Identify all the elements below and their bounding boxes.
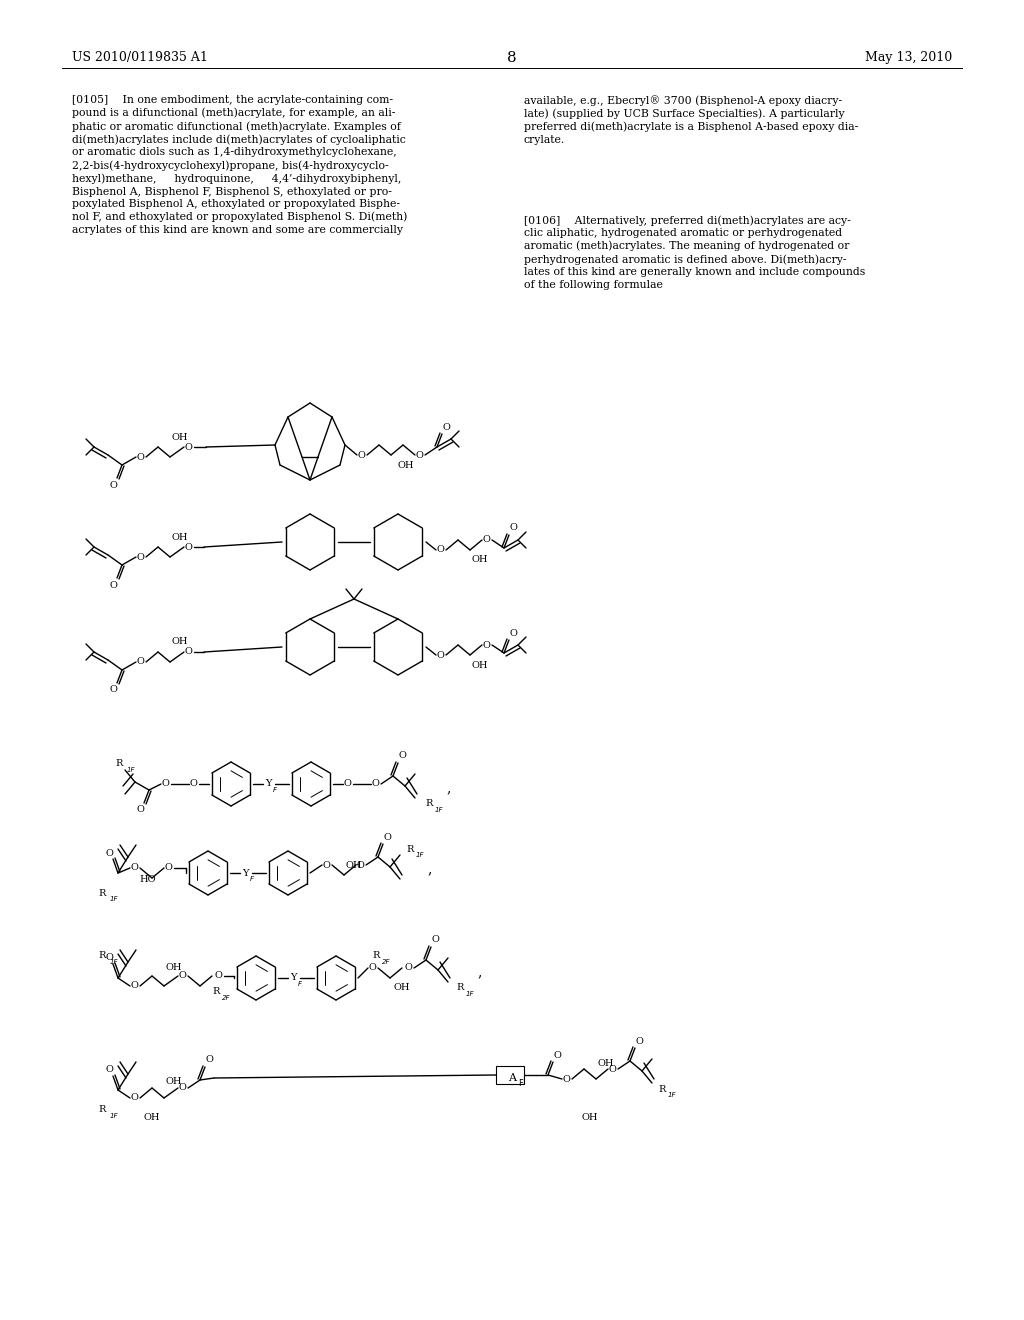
- Text: 1F: 1F: [110, 960, 119, 965]
- Text: O: O: [105, 953, 113, 962]
- Text: OH: OH: [172, 638, 188, 647]
- Text: available, e.g., Ebecryl® 3700 (Bisphenol-A epoxy diacry-
late) (supplied by UCB: available, e.g., Ebecryl® 3700 (Bispheno…: [524, 95, 858, 145]
- Text: O: O: [178, 972, 186, 981]
- Text: F: F: [250, 876, 254, 882]
- Text: ,: ,: [446, 781, 452, 795]
- Text: O: O: [205, 1056, 213, 1064]
- Text: O: O: [105, 849, 113, 858]
- Text: O: O: [110, 581, 117, 590]
- Text: O: O: [371, 780, 379, 788]
- Text: O: O: [136, 805, 144, 814]
- Text: 1F: 1F: [466, 991, 474, 997]
- Text: O: O: [509, 524, 517, 532]
- Text: OH: OH: [172, 532, 188, 541]
- Text: O: O: [184, 442, 191, 451]
- Text: O: O: [404, 964, 412, 973]
- Text: O: O: [343, 780, 351, 788]
- Text: R: R: [212, 987, 219, 997]
- Text: OH: OH: [166, 964, 182, 973]
- Text: O: O: [164, 863, 172, 873]
- Text: O: O: [110, 480, 117, 490]
- Text: OH: OH: [346, 861, 362, 870]
- Text: O: O: [431, 936, 439, 945]
- Text: 2F: 2F: [222, 995, 230, 1001]
- Text: O: O: [368, 964, 376, 973]
- Text: R: R: [98, 1106, 105, 1114]
- Text: O: O: [635, 1036, 643, 1045]
- Text: O: O: [415, 450, 423, 459]
- Text: Y: Y: [265, 780, 271, 788]
- Text: OH: OH: [394, 983, 411, 993]
- Text: F: F: [518, 1080, 523, 1089]
- Text: ,: ,: [428, 862, 432, 876]
- Text: O: O: [130, 863, 138, 873]
- Text: R: R: [406, 845, 414, 854]
- Text: O: O: [178, 1084, 186, 1093]
- Text: O: O: [136, 657, 144, 667]
- Text: 1F: 1F: [127, 767, 135, 774]
- Text: OH: OH: [172, 433, 188, 441]
- Text: 2F: 2F: [382, 960, 390, 965]
- Text: OH: OH: [472, 556, 488, 565]
- Text: O: O: [509, 628, 517, 638]
- Text: R: R: [115, 759, 123, 768]
- Text: O: O: [356, 861, 364, 870]
- Text: O: O: [562, 1074, 570, 1084]
- Text: R: R: [658, 1085, 666, 1093]
- Text: OH: OH: [582, 1114, 598, 1122]
- Text: O: O: [383, 833, 391, 842]
- Text: OH: OH: [598, 1059, 614, 1068]
- Bar: [496, 1067, 524, 1084]
- Text: O: O: [553, 1051, 561, 1060]
- Text: O: O: [105, 1065, 113, 1074]
- Text: 1F: 1F: [668, 1092, 677, 1098]
- Text: May 13, 2010: May 13, 2010: [864, 51, 952, 65]
- Text: F: F: [298, 981, 302, 987]
- Text: R: R: [425, 800, 432, 808]
- Text: OH: OH: [143, 1114, 160, 1122]
- Text: 1F: 1F: [416, 851, 425, 858]
- Text: Y: Y: [290, 974, 297, 982]
- Text: O: O: [189, 780, 197, 788]
- Text: O: O: [436, 545, 444, 554]
- Text: O: O: [214, 972, 222, 981]
- Text: R: R: [456, 983, 464, 993]
- Text: [0105]  In one embodiment, the acrylate-containing com-
pound is a difunctional : [0105] In one embodiment, the acrylate-c…: [72, 95, 408, 235]
- Text: Y: Y: [242, 869, 249, 878]
- Text: O: O: [323, 861, 330, 870]
- Text: R: R: [372, 952, 379, 961]
- Text: HO: HO: [139, 874, 156, 883]
- Text: O: O: [161, 780, 169, 788]
- Text: O: O: [357, 450, 365, 459]
- Text: A: A: [508, 1073, 516, 1082]
- Text: 1F: 1F: [435, 807, 443, 813]
- Text: O: O: [184, 543, 191, 552]
- Text: O: O: [482, 640, 489, 649]
- Text: OH: OH: [397, 461, 414, 470]
- Text: [0106]  Alternatively, preferred di(meth)acrylates are acy-
clic aliphatic, hydr: [0106] Alternatively, preferred di(meth)…: [524, 215, 865, 290]
- Text: O: O: [130, 982, 138, 990]
- Text: R: R: [98, 888, 105, 898]
- Text: O: O: [398, 751, 406, 760]
- Text: 8: 8: [507, 51, 517, 65]
- Text: O: O: [608, 1064, 616, 1073]
- Text: 1F: 1F: [110, 896, 119, 902]
- Text: O: O: [482, 536, 489, 544]
- Text: F: F: [273, 787, 278, 793]
- Text: R: R: [98, 952, 105, 961]
- Text: ,: ,: [478, 965, 482, 979]
- Text: US 2010/0119835 A1: US 2010/0119835 A1: [72, 51, 208, 65]
- Text: OH: OH: [166, 1077, 182, 1086]
- Text: O: O: [130, 1093, 138, 1102]
- Text: O: O: [442, 422, 450, 432]
- Text: O: O: [110, 685, 117, 694]
- Text: O: O: [136, 553, 144, 561]
- Text: O: O: [436, 651, 444, 660]
- Text: 1F: 1F: [110, 1113, 119, 1119]
- Text: OH: OH: [472, 660, 488, 669]
- Text: O: O: [136, 453, 144, 462]
- Text: O: O: [184, 648, 191, 656]
